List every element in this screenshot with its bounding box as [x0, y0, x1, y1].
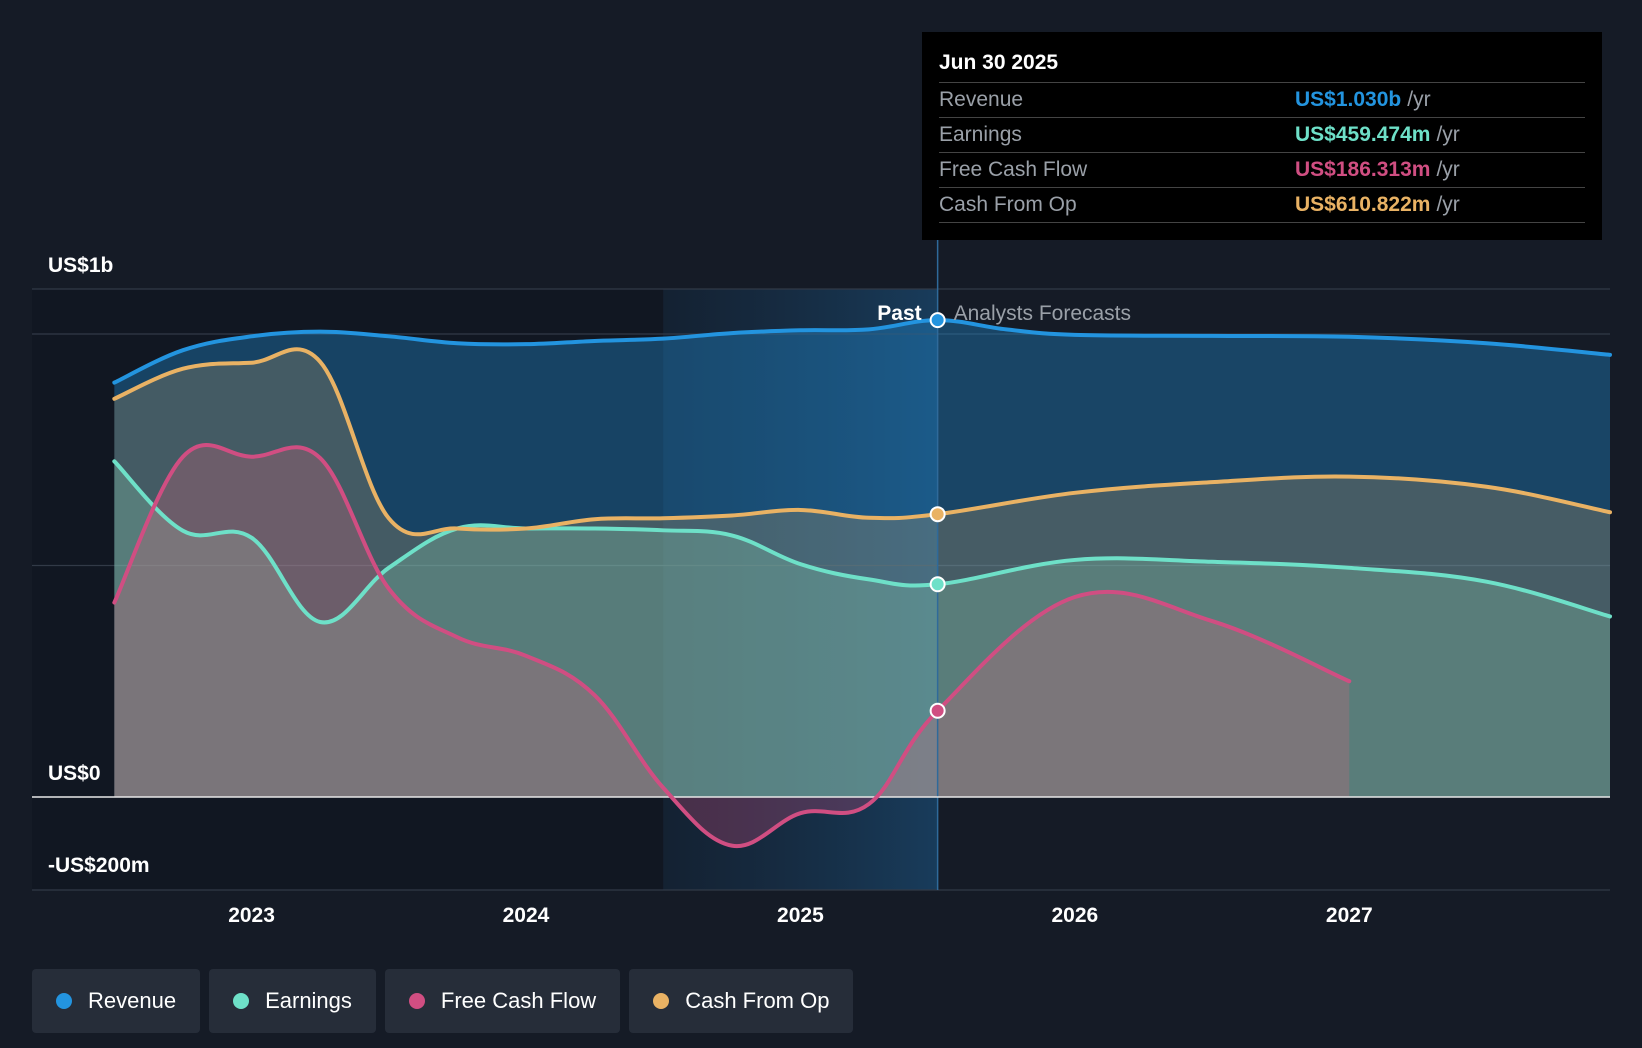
tooltip-unit: /yr — [1436, 158, 1460, 181]
tooltip-unit: /yr — [1436, 193, 1460, 216]
tooltip-row-free-cash-flow: Free Cash Flow US$186.313m /yr — [939, 153, 1585, 188]
free-cash-flow-area — [114, 444, 1350, 847]
legend-item-cash-from-op[interactable]: Cash From Op — [629, 969, 854, 1033]
tooltip-label: Free Cash Flow — [939, 158, 1088, 181]
legend-label: Revenue — [88, 988, 177, 1013]
highlight-band — [663, 289, 938, 890]
x-tick-label: 2026 — [1051, 904, 1098, 927]
legend-label: Free Cash Flow — [440, 988, 597, 1013]
tooltip-date: Jun 30 2025 — [939, 46, 1585, 83]
axis-labels: Past Analysts Forecasts US$1b US$0 -US$200… — [48, 254, 1373, 927]
x-tick-label: 2027 — [1326, 904, 1373, 927]
past-label: Past — [877, 302, 921, 325]
legend-dot-icon — [653, 993, 670, 1009]
revenue-marker — [929, 312, 946, 329]
earnings-area — [114, 461, 1610, 797]
tooltip-label: Revenue — [939, 88, 1024, 111]
legend-item-revenue[interactable]: Revenue — [32, 969, 201, 1033]
y-axis-label: US$1b — [48, 254, 113, 277]
forecast-label: Analysts Forecasts — [954, 302, 1131, 325]
cash-from-op-area — [114, 349, 1610, 797]
legend-dot-icon — [233, 993, 250, 1009]
earnings-line — [112, 459, 1612, 625]
tooltip-value: US$186.313m — [1295, 158, 1431, 181]
tooltip-row-revenue: Revenue US$1.030b /yr — [939, 83, 1585, 118]
tooltip-row-cash-from-op: Cash From Op US$610.822m /yr — [939, 188, 1585, 223]
tooltip-value: US$1.030b — [1295, 88, 1402, 111]
earnings-marker — [929, 576, 946, 593]
free-cash-flow-line — [112, 443, 1352, 849]
legend-item-earnings[interactable]: Earnings — [209, 969, 376, 1033]
chart-legend: Revenue Earnings Free Cash Flow Cash Fro… — [32, 969, 854, 1033]
cash-from-op-line — [112, 347, 1612, 537]
cash-from-op-marker — [929, 506, 946, 523]
free-cash-flow-marker — [929, 702, 946, 719]
tooltip-unit: /yr — [1407, 88, 1431, 111]
tooltip-markers — [929, 312, 946, 719]
revenue-line — [112, 318, 1612, 385]
legend-dot-icon — [56, 993, 72, 1009]
tooltip-unit: /yr — [1436, 123, 1460, 146]
x-tick-label: 2023 — [228, 904, 275, 927]
tooltip-label: Earnings — [939, 123, 1022, 146]
tooltip-value: US$459.474m — [1295, 123, 1431, 146]
series-lines — [112, 318, 1612, 849]
y-axis-label: -US$200m — [48, 854, 150, 877]
tooltip-value: US$610.822m — [1295, 193, 1431, 216]
legend-item-free-cash-flow[interactable]: Free Cash Flow — [384, 969, 621, 1033]
x-tick-label: 2024 — [503, 904, 550, 927]
legend-label: Earnings — [265, 988, 352, 1013]
tooltip-row-earnings: Earnings US$459.474m /yr — [939, 118, 1585, 153]
x-tick-label: 2025 — [777, 904, 824, 927]
data-tooltip: Jun 30 2025 Revenue US$1.030b /yr Earnin… — [922, 32, 1602, 240]
legend-label: Cash From Op — [685, 988, 830, 1013]
revenue-area — [114, 320, 1610, 797]
tooltip-label: Cash From Op — [939, 193, 1077, 216]
legend-dot-icon — [408, 993, 425, 1009]
series-areas — [114, 320, 1610, 847]
y-axis-label: US$0 — [48, 762, 101, 785]
